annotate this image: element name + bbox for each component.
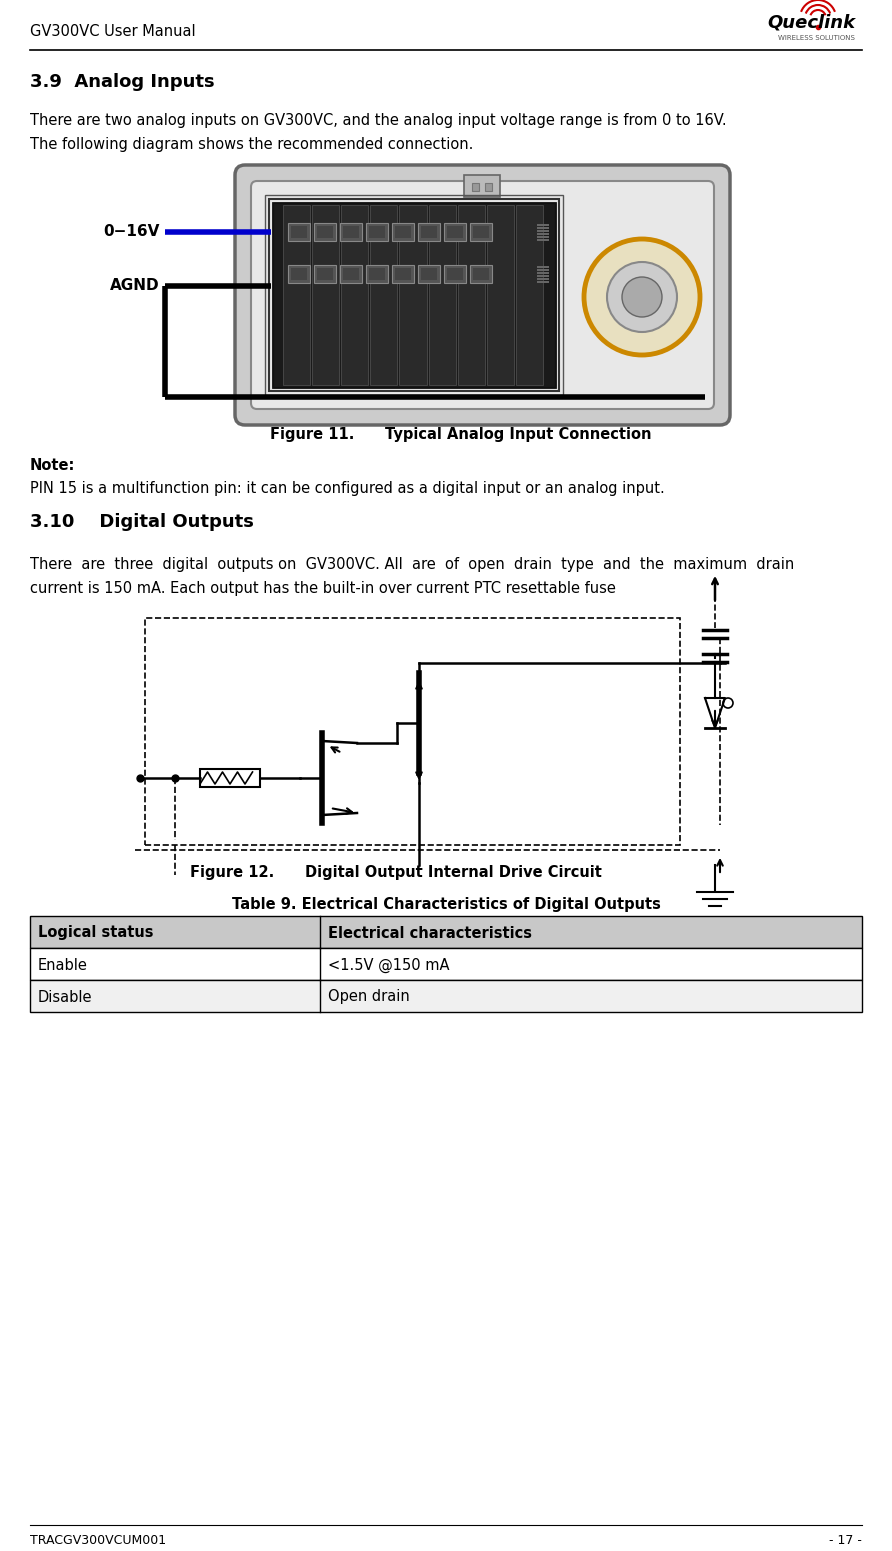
Bar xyxy=(288,265,310,282)
Bar xyxy=(473,226,489,237)
Text: current is 150 mA. Each output has the built-in over current PTC resettable fuse: current is 150 mA. Each output has the b… xyxy=(30,582,615,597)
Text: Note:: Note: xyxy=(30,459,76,473)
Bar xyxy=(200,769,260,786)
Bar xyxy=(392,265,414,282)
Bar xyxy=(30,917,862,948)
Bar xyxy=(537,233,549,236)
Bar xyxy=(369,226,385,237)
Bar xyxy=(516,205,543,385)
Bar xyxy=(395,226,411,237)
Bar xyxy=(265,195,563,396)
Bar xyxy=(464,175,500,197)
Bar xyxy=(369,268,385,281)
Bar xyxy=(314,265,336,282)
FancyBboxPatch shape xyxy=(235,164,730,425)
Bar xyxy=(537,267,549,268)
Text: Figure 12.: Figure 12. xyxy=(190,864,274,879)
Bar xyxy=(343,268,359,281)
Text: - 17 -: - 17 - xyxy=(830,1534,862,1546)
Bar xyxy=(30,948,862,980)
Bar xyxy=(421,268,437,281)
Circle shape xyxy=(622,278,662,316)
Bar xyxy=(444,223,466,240)
Bar xyxy=(291,268,307,281)
Bar xyxy=(470,265,492,282)
Text: Electrical characteristics: Electrical characteristics xyxy=(328,926,532,940)
Text: There  are  three  digital  outputs on  GV300VC. All  are  of  open  drain  type: There are three digital outputs on GV300… xyxy=(30,557,794,572)
Bar xyxy=(395,268,411,281)
Bar xyxy=(317,268,333,281)
Text: TRACGV300VCUM001: TRACGV300VCUM001 xyxy=(30,1534,166,1546)
Text: GV300VC User Manual: GV300VC User Manual xyxy=(30,25,195,39)
Text: Queclink: Queclink xyxy=(767,12,855,31)
Bar xyxy=(145,617,680,845)
Text: WIRELESS SOLUTIONS: WIRELESS SOLUTIONS xyxy=(778,36,855,40)
Text: 3.9  Analog Inputs: 3.9 Analog Inputs xyxy=(30,73,215,92)
Bar xyxy=(428,205,456,385)
Text: Figure 11.: Figure 11. xyxy=(270,428,354,442)
Bar xyxy=(342,205,368,385)
Text: <1.5V @150 mA: <1.5V @150 mA xyxy=(328,957,450,972)
Bar xyxy=(537,230,549,233)
Bar xyxy=(400,205,426,385)
Bar xyxy=(487,205,514,385)
Bar xyxy=(537,223,549,226)
Bar xyxy=(340,265,362,282)
Circle shape xyxy=(607,262,677,332)
Bar xyxy=(421,226,437,237)
Bar xyxy=(283,205,310,385)
FancyBboxPatch shape xyxy=(251,181,714,409)
Bar xyxy=(537,268,549,271)
Circle shape xyxy=(584,239,700,355)
Text: Typical Analog Input Connection: Typical Analog Input Connection xyxy=(385,428,651,442)
Bar xyxy=(312,205,339,385)
Bar xyxy=(537,281,549,282)
Text: Open drain: Open drain xyxy=(328,990,409,1005)
Text: PIN 15 is a multifunction pin: it can be configured as a digital input or an ana: PIN 15 is a multifunction pin: it can be… xyxy=(30,481,665,495)
Bar xyxy=(340,223,362,240)
Bar xyxy=(537,239,549,240)
Bar xyxy=(366,223,388,240)
Text: 0−16V: 0−16V xyxy=(103,225,160,239)
Text: There are two analog inputs on GV300VC, and the analog input voltage range is fr: There are two analog inputs on GV300VC, … xyxy=(30,113,727,127)
Bar xyxy=(317,226,333,237)
Text: AGND: AGND xyxy=(111,279,160,293)
Bar xyxy=(444,265,466,282)
Text: Disable: Disable xyxy=(38,990,93,1005)
Text: 3.10    Digital Outputs: 3.10 Digital Outputs xyxy=(30,513,254,530)
Circle shape xyxy=(723,698,733,707)
Bar xyxy=(537,275,549,278)
Bar xyxy=(485,183,492,191)
Bar xyxy=(273,203,555,388)
Bar xyxy=(288,223,310,240)
Bar xyxy=(447,268,463,281)
Bar xyxy=(447,226,463,237)
Bar xyxy=(269,199,559,391)
Text: Logical status: Logical status xyxy=(38,926,153,940)
Text: Enable: Enable xyxy=(38,957,88,972)
Bar xyxy=(537,226,549,230)
Text: The following diagram shows the recommended connection.: The following diagram shows the recommen… xyxy=(30,138,474,152)
Bar xyxy=(537,271,549,275)
Text: Digital Output Internal Drive Circuit: Digital Output Internal Drive Circuit xyxy=(305,864,602,879)
Bar xyxy=(418,265,440,282)
Bar xyxy=(470,223,492,240)
Bar xyxy=(458,205,484,385)
Bar xyxy=(537,236,549,237)
Bar xyxy=(366,265,388,282)
Bar xyxy=(291,226,307,237)
Bar xyxy=(273,203,555,388)
Bar xyxy=(314,223,336,240)
Text: Table 9. Electrical Characteristics of Digital Outputs: Table 9. Electrical Characteristics of D… xyxy=(232,896,660,912)
Bar xyxy=(473,268,489,281)
Bar xyxy=(537,278,549,281)
Bar xyxy=(343,226,359,237)
Bar xyxy=(418,223,440,240)
Bar xyxy=(30,980,862,1011)
Bar xyxy=(392,223,414,240)
Bar xyxy=(370,205,398,385)
Bar xyxy=(472,183,479,191)
